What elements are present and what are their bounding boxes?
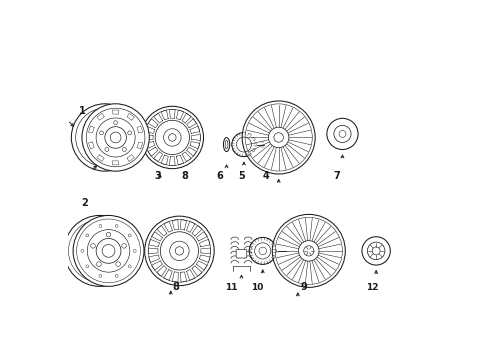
Circle shape <box>242 101 315 174</box>
Ellipse shape <box>223 138 230 152</box>
Circle shape <box>155 120 190 155</box>
Circle shape <box>145 216 214 285</box>
Circle shape <box>73 215 144 286</box>
Circle shape <box>175 247 184 255</box>
Circle shape <box>232 132 256 157</box>
Text: 8: 8 <box>172 282 179 292</box>
Text: 1: 1 <box>78 106 85 116</box>
Text: 10: 10 <box>251 283 264 292</box>
Text: 3: 3 <box>155 171 162 181</box>
Circle shape <box>272 215 345 287</box>
Circle shape <box>96 238 121 263</box>
Circle shape <box>105 127 126 148</box>
Text: 8: 8 <box>181 171 188 181</box>
Circle shape <box>169 134 176 141</box>
Text: 7: 7 <box>334 171 341 181</box>
Circle shape <box>269 127 289 148</box>
FancyBboxPatch shape <box>236 249 247 258</box>
Circle shape <box>298 241 319 261</box>
Text: 4: 4 <box>263 171 270 181</box>
Text: 11: 11 <box>225 283 238 292</box>
Text: 5: 5 <box>238 171 245 181</box>
Text: 2: 2 <box>81 198 88 208</box>
Circle shape <box>72 104 139 171</box>
Circle shape <box>249 238 276 264</box>
Text: 6: 6 <box>217 171 223 181</box>
Circle shape <box>64 215 135 286</box>
Text: 9: 9 <box>300 282 307 292</box>
Circle shape <box>160 232 198 270</box>
Circle shape <box>362 237 391 265</box>
Circle shape <box>327 118 358 149</box>
Circle shape <box>82 104 149 171</box>
Text: 12: 12 <box>366 283 378 292</box>
Circle shape <box>141 106 203 168</box>
